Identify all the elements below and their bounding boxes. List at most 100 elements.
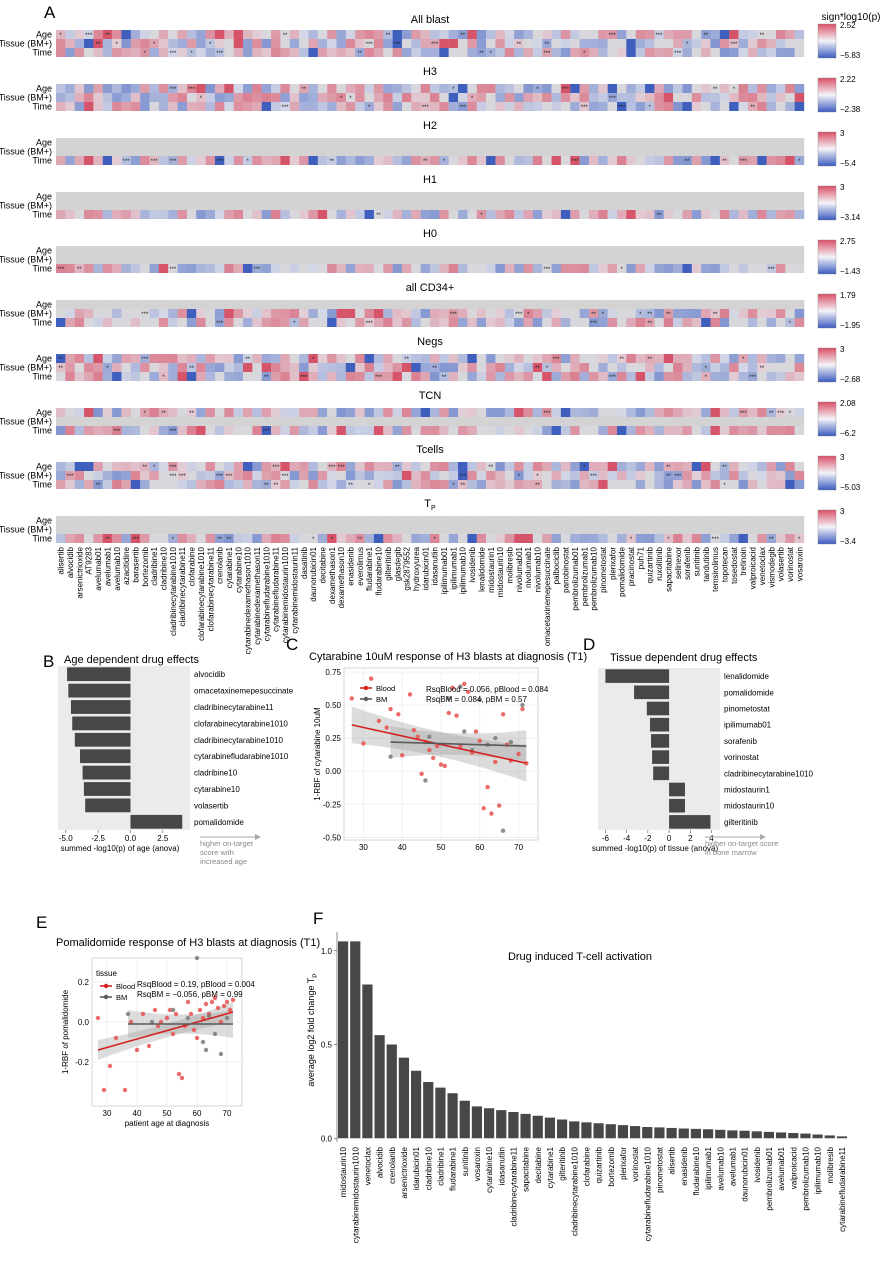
heatmap-cell [691,318,702,327]
data-point [221,1003,227,1009]
panel-letter-d: D [583,635,595,654]
heatmap-cell [523,201,534,210]
heatmap-significance-mark: *** [422,105,430,111]
heatmap-cell [205,138,216,147]
heatmap-cell [383,534,393,543]
heatmap-cell [663,300,674,309]
heatmap-cell [588,264,599,273]
heatmap-cell [336,93,347,102]
heatmap-cell [560,93,571,102]
heatmap-cell [757,417,767,426]
heatmap-cell [588,426,599,435]
heatmap-cell [607,462,618,471]
heatmap-cell [392,39,403,48]
heatmap-cell [570,534,580,543]
heatmap-cell [233,39,244,48]
heatmap-cell [448,534,459,543]
data-point [427,734,432,739]
heatmap-cell [392,408,403,417]
heatmap-significance-mark: *** [169,465,177,471]
heatmap-cell [617,264,627,273]
heatmap-cell [747,192,758,201]
bar [739,1130,750,1139]
heatmap-drug-label: daunorubicin01 [309,546,318,601]
heatmap-cell [383,138,393,147]
heatmap-cell [93,246,103,255]
heatmap-cell [327,246,337,255]
heatmap-cell [84,210,94,219]
heatmap-row-label: Time [32,48,52,58]
heatmap-cell [411,480,421,489]
heatmap-cell [364,30,375,39]
bar [651,734,670,748]
heatmap-cell [84,93,94,102]
heatmap-cell [102,93,113,102]
heatmap-cell [682,525,692,534]
heatmap-cell [308,534,318,543]
heatmap-cell [504,93,515,102]
bar [569,1121,580,1139]
heatmap-cell [214,471,225,480]
heatmap-cell [654,147,664,156]
heatmap-cell [149,318,160,327]
heatmap-cell [626,309,636,318]
heatmap-cell [467,363,477,372]
heatmap-cell [420,246,431,255]
heatmap-cell [785,246,795,255]
heatmap-cell [673,417,683,426]
heatmap-cell [355,255,365,264]
heatmap-cell [74,480,85,489]
heatmap-cell [214,210,225,219]
heatmap-cell [486,84,496,93]
heatmap-cell [635,480,646,489]
heatmap-cell [532,102,543,111]
heatmap-cell [476,417,487,426]
heatmap-cell [467,84,477,93]
heatmap-cell [654,516,664,525]
heatmap-significance-mark: *** [216,321,224,327]
heatmap-significance-mark: * [247,159,250,165]
data-point [477,738,482,743]
heatmap-cell [794,480,805,489]
heatmap-significance-mark: * [471,96,474,102]
heatmap-cell [766,201,777,210]
heatmap-cell [467,516,477,525]
heatmap-cell [299,417,309,426]
bar-category-label: clofarabinecytarabine1010 [194,719,288,728]
heatmap-cell [214,354,225,363]
heatmap-cell [345,255,356,264]
heatmap-cell [542,93,552,102]
heatmap-cell [271,318,281,327]
heatmap-cell [383,525,393,534]
heatmap-cell [130,255,141,264]
heatmap-cell [719,84,730,93]
heatmap-cell [617,246,627,255]
heatmap-cell [579,372,590,381]
heatmap-cell [654,408,664,417]
heatmap-cell [355,156,365,165]
heatmap-cell [757,480,767,489]
heatmap-cell [617,516,627,525]
heatmap-cell [261,255,272,264]
heatmap-cell [766,156,777,165]
heatmap-cell [719,264,730,273]
heatmap-cell [112,480,122,489]
heatmap-cell [345,156,356,165]
heatmap-cell [579,84,590,93]
heatmap-cell [383,300,393,309]
heatmap-cell [327,30,337,39]
heatmap-cell [691,471,702,480]
bar [629,1126,641,1139]
heatmap-cell [214,192,225,201]
heatmap-cell [130,264,141,273]
heatmap-cell [439,417,449,426]
colorbar-max-label: 3 [840,507,845,516]
heatmap-cell [738,246,749,255]
heatmap-cell [186,300,197,309]
heatmap-cell [289,516,300,525]
heatmap-cell [579,417,590,426]
heatmap-significance-mark: ** [666,312,671,318]
heatmap-cell [177,309,188,318]
heatmap-cell [598,93,608,102]
heatmap-cell [504,408,515,417]
